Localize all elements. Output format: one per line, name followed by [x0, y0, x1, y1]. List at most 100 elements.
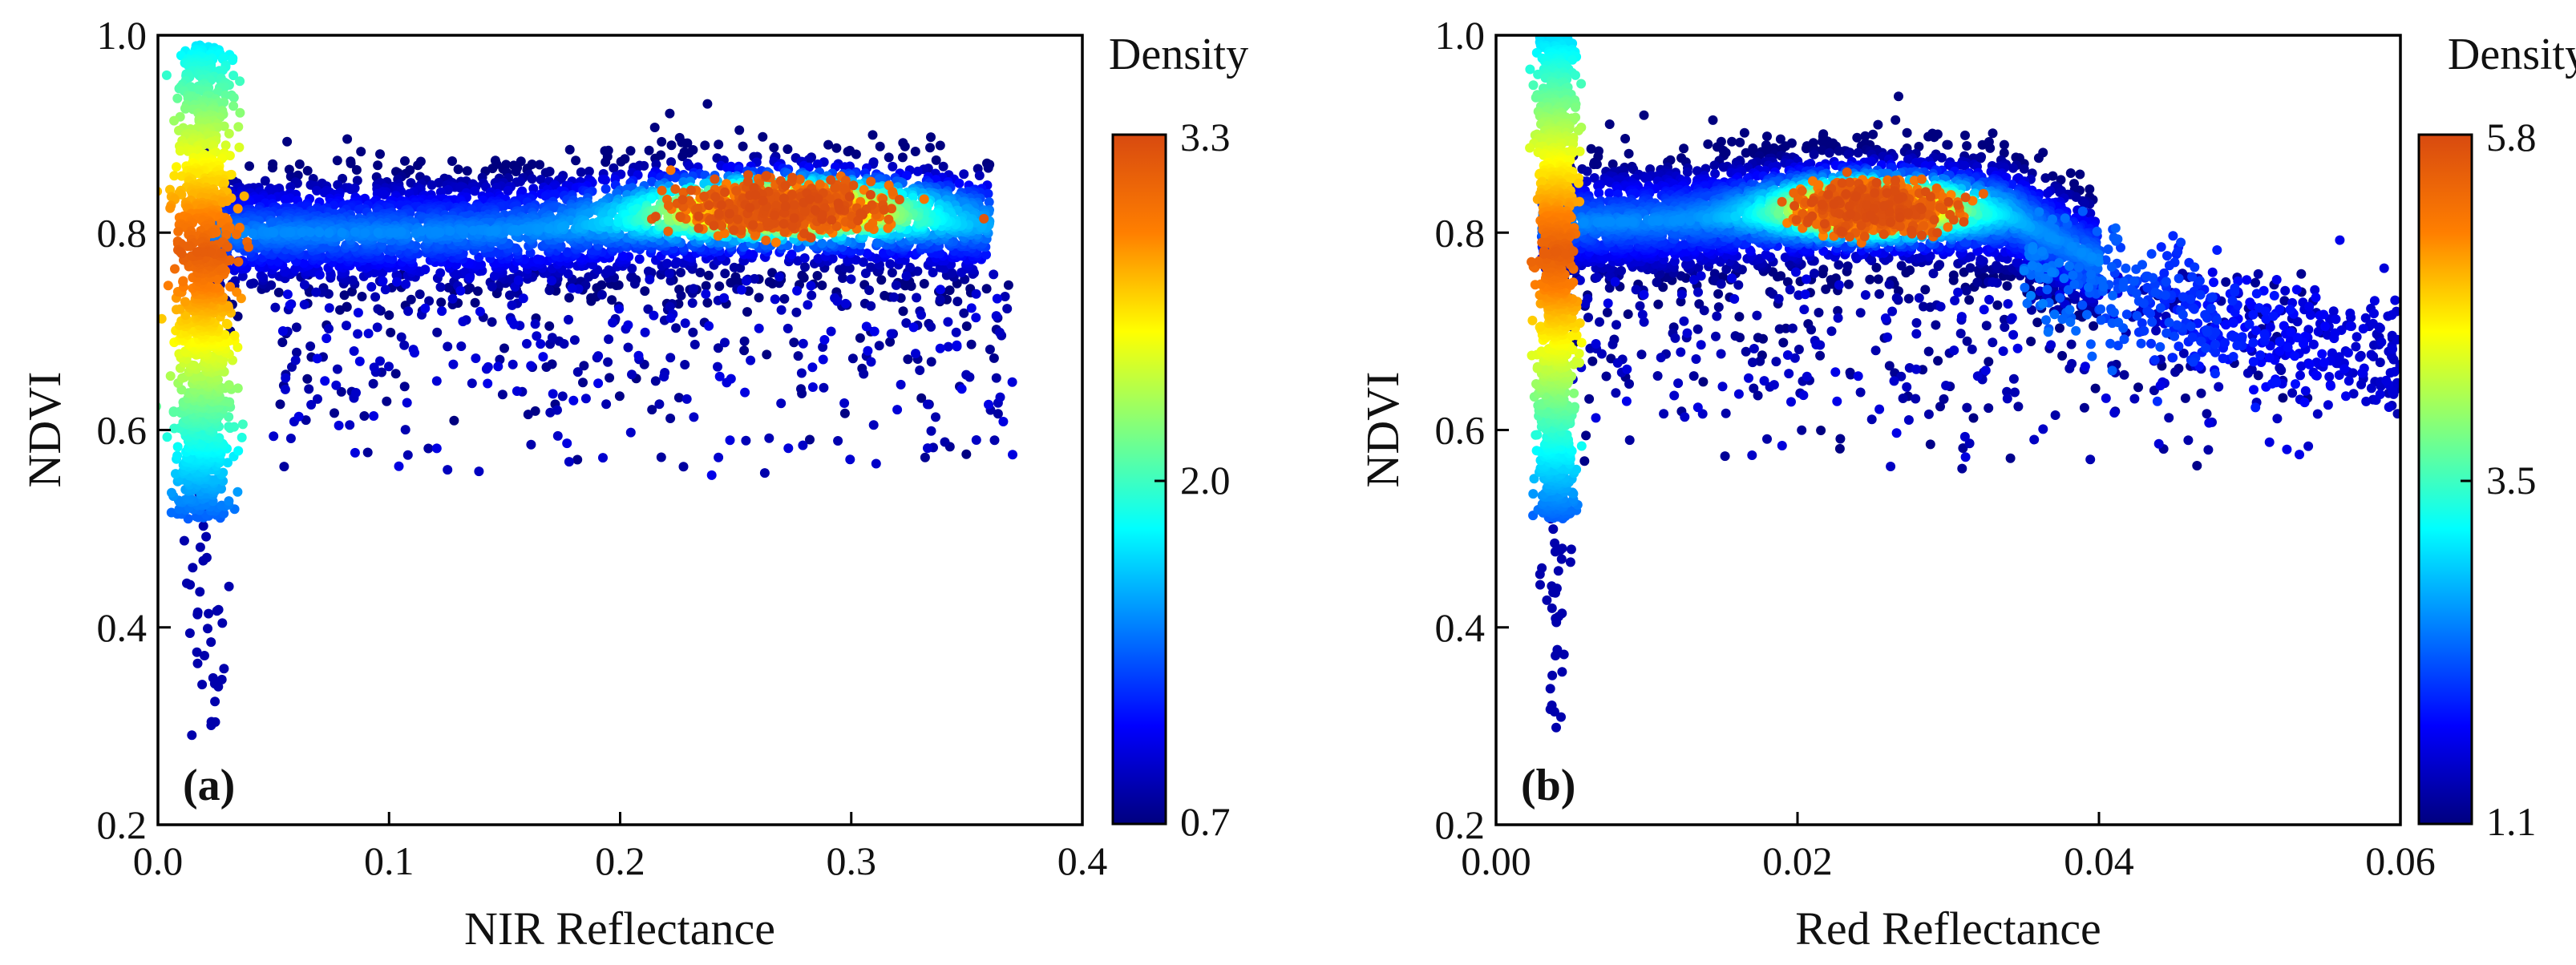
- scatter-point: [229, 330, 240, 341]
- scatter-point: [1003, 280, 1013, 290]
- scatter-point: [858, 257, 868, 267]
- scatter-point: [584, 166, 594, 176]
- scatter-point: [206, 721, 216, 730]
- scatter-point: [874, 341, 884, 351]
- scatter-point: [579, 361, 589, 371]
- scatter-point: [912, 166, 923, 176]
- scatter-point: [843, 147, 853, 157]
- scatter-point: [447, 156, 457, 166]
- scatter-point: [508, 359, 518, 369]
- scatter-point: [869, 326, 880, 337]
- scatter-point: [959, 308, 969, 318]
- scatter-point: [739, 336, 750, 346]
- scatter-point: [847, 353, 858, 364]
- scatter-point: [334, 420, 344, 430]
- scatter-point: [474, 466, 484, 477]
- scatter-point: [410, 348, 419, 358]
- scatter-point: [493, 361, 503, 372]
- scatter-point: [774, 272, 784, 282]
- scatter-point: [356, 147, 366, 157]
- scatter-point: [269, 431, 279, 442]
- scatter-point: [224, 581, 234, 592]
- scatter-point: [608, 317, 618, 328]
- scatter-point: [920, 452, 930, 462]
- scatter-point: [400, 425, 410, 435]
- scatter-point: [448, 359, 459, 369]
- scatter-point: [734, 125, 745, 135]
- scatter-point: [966, 339, 977, 349]
- scatter-point: [572, 367, 583, 378]
- scatter-point: [720, 337, 730, 348]
- scatter-point: [796, 384, 806, 394]
- scatter-point: [536, 339, 546, 349]
- scatter-point: [362, 447, 373, 458]
- scatter-point: [312, 185, 322, 196]
- scatter-point: [603, 357, 613, 367]
- scatter-point: [279, 462, 289, 472]
- scatter-point: [169, 115, 180, 126]
- scatter-point: [689, 284, 698, 294]
- scatter-point: [940, 437, 950, 447]
- scatter-point: [179, 535, 189, 546]
- scatter-point: [919, 279, 929, 289]
- scatter-point: [281, 373, 291, 383]
- scatter-point: [432, 327, 443, 337]
- scatter-point: [601, 184, 611, 194]
- scatter-point: [415, 289, 425, 300]
- scatter-point: [420, 303, 431, 313]
- scatter-point: [401, 279, 411, 289]
- scatter-point: [680, 318, 690, 329]
- scatter-point: [643, 304, 653, 314]
- scatter-point: [952, 340, 962, 350]
- scatter-point: [224, 380, 234, 390]
- scatter-point: [665, 301, 675, 312]
- scatter-point: [357, 292, 367, 301]
- scatter-point: [351, 165, 362, 175]
- scatter-point: [431, 443, 442, 454]
- scatter-point: [607, 295, 617, 305]
- scatter-point: [974, 171, 985, 180]
- scatter-point: [331, 380, 342, 390]
- scatter-point: [665, 313, 676, 323]
- scatter-point: [702, 99, 713, 109]
- scatter-point: [509, 319, 520, 329]
- scatter-point: [161, 70, 172, 80]
- scatter-point: [294, 159, 305, 169]
- scatter-point: [266, 280, 277, 290]
- scatter-point: [206, 637, 216, 648]
- scatter-point: [818, 354, 828, 365]
- scatter-point: [593, 351, 604, 361]
- scatter-point: [868, 420, 879, 430]
- scatter-point: [530, 319, 540, 329]
- scatter-point: [885, 259, 896, 269]
- scatter-point: [910, 147, 920, 156]
- scatter-point: [299, 280, 309, 290]
- scatter-point: [527, 174, 537, 184]
- scatter-point: [351, 388, 361, 398]
- scatter-point: [807, 382, 818, 392]
- scatter-point: [664, 269, 674, 279]
- scatter-point: [217, 618, 228, 628]
- scatter-point: [951, 327, 961, 337]
- scatter-point: [704, 321, 714, 331]
- scatter-point: [750, 273, 759, 284]
- scatter-point: [282, 289, 293, 300]
- scatter-point: [423, 443, 434, 454]
- scatter-point: [783, 144, 793, 155]
- scatter-point: [526, 361, 536, 371]
- scatter-point: [470, 186, 480, 196]
- scatter-point: [233, 122, 244, 132]
- scatter-point: [989, 435, 1000, 446]
- scatter-point: [459, 225, 470, 236]
- scatter-point: [725, 435, 735, 446]
- scatter-point: [443, 184, 453, 195]
- scatter-point: [580, 280, 591, 290]
- scatter-point: [180, 297, 190, 307]
- scatter-point: [879, 248, 888, 258]
- scatter-point: [1002, 304, 1013, 314]
- scatter-point: [813, 253, 823, 264]
- scatter-point: [634, 254, 645, 264]
- scatter-point: [971, 435, 981, 445]
- scatter-point: [623, 320, 633, 330]
- scatter-point: [314, 228, 325, 238]
